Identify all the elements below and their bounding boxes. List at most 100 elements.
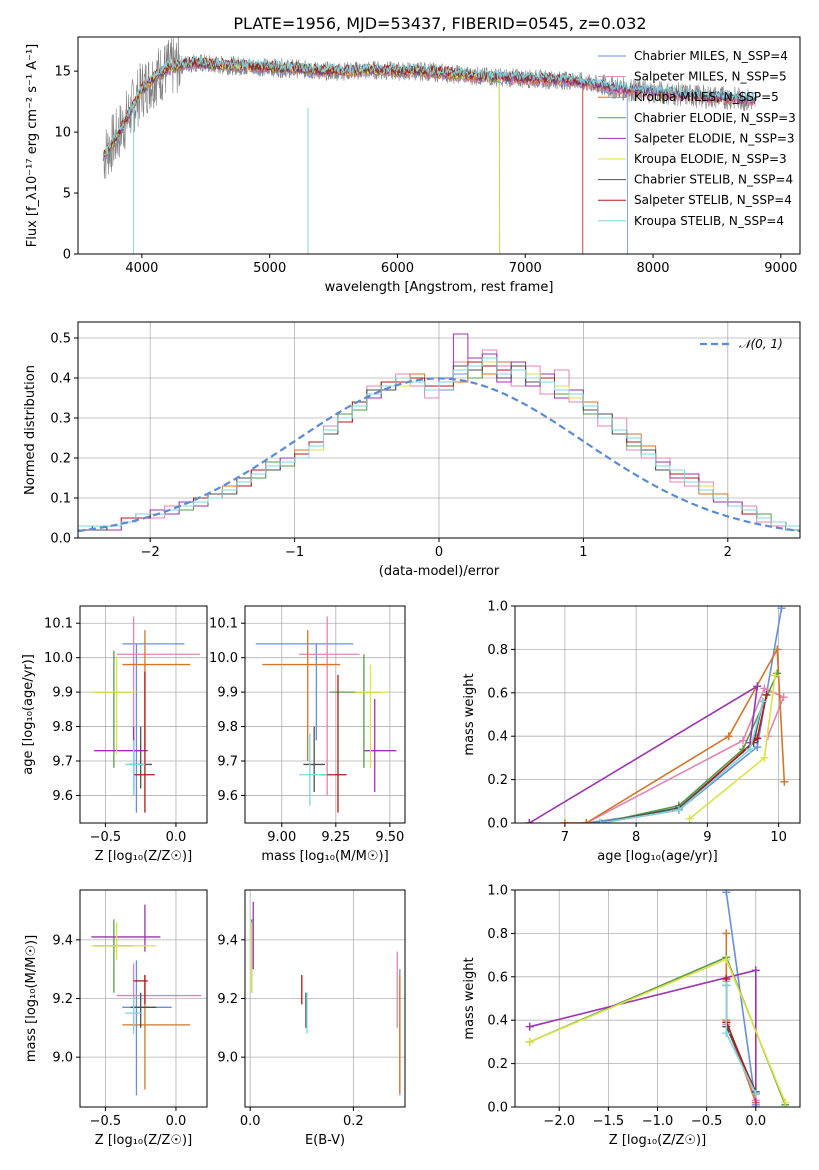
x-tick-label: −2.0: [543, 1114, 575, 1129]
y-tick-label: 9.4: [52, 933, 73, 948]
plus-marker: [525, 1037, 534, 1046]
x-tick-label: 10: [770, 830, 787, 845]
plus-marker: [751, 966, 760, 975]
y-tick-label: 9.7: [52, 755, 73, 770]
axes-frame: [79, 605, 208, 824]
plus-marker: [762, 690, 771, 699]
plus-marker: [722, 981, 731, 990]
plus-marker: [760, 753, 769, 762]
x-tick-label: −0.5: [90, 1114, 122, 1129]
x-axis-label: age [log₁₀(age/yr)]: [597, 849, 718, 864]
x-tick-label: 4000: [125, 261, 158, 276]
plus-marker: [722, 955, 731, 964]
plus-marker: [753, 682, 762, 691]
plot-area-mass_vs_age: [255, 616, 397, 813]
figure-title: PLATE=1956, MJD=53437, FIBERID=0545, z=0…: [233, 14, 646, 33]
y-tick-label: 9.6: [217, 789, 238, 804]
x-axis-label: wavelength [Angstrom, rest frame]: [325, 280, 554, 295]
axes-age_vs_massweight: 7 8 9 10 0.0 0.2 0.4 0.6 0.8 1.0 age [log₁₀(age/yr…: [462, 600, 801, 864]
legend-label: Salpeter STELIB, N_SSP=4: [634, 193, 792, 207]
axes-frame: [244, 605, 406, 824]
y-tick-label: 0.0: [487, 1101, 508, 1116]
y-tick-label: 0.2: [487, 1057, 508, 1072]
legend-label: 𝒩(0, 1): [739, 337, 783, 351]
y-tick-label: 0.6: [487, 970, 508, 985]
x-tick-label: −0.5: [691, 1114, 723, 1129]
x-axis-label: mass [log₁₀(M/M☉)]: [261, 849, 388, 864]
y-tick-label: 10: [54, 126, 71, 141]
y-tick-label: 0.8: [487, 643, 508, 658]
x-tick-label: 0: [435, 545, 443, 560]
x-tick-label: 9: [703, 830, 711, 845]
plus-marker: [773, 645, 782, 654]
plus-marker: [722, 1029, 731, 1038]
x-tick-label: −1: [285, 545, 304, 560]
plus-marker: [781, 1098, 790, 1107]
x-axis-label: E(B-V): [305, 1133, 345, 1148]
y-axis-label: age [log₁₀(age/yr)]: [21, 654, 36, 775]
axes-Z_vs_massweight: −2.0 −1.5 −1.0 −0.5 0.0 0.0 0.2 0.4 0.6 0.8 1.0 Z […: [462, 884, 801, 1148]
model-spectrum-line: [103, 55, 756, 157]
y-tick-label: 5: [63, 187, 71, 202]
y-tick-label: 9.4: [217, 933, 238, 948]
plot-area-Z_vs_massweight: [525, 890, 790, 1107]
plus-marker: [560, 819, 569, 823]
y-axis-label: Flux [f_λ10⁻¹⁷ erg cm⁻² s⁻¹ A⁻¹]: [25, 44, 40, 248]
x-tick-label: −2: [141, 545, 160, 560]
x-tick-label: 9000: [764, 261, 797, 276]
legend-label: Salpeter ELODIE, N_SSP=3: [634, 131, 795, 145]
x-tick-label: 2: [724, 545, 732, 560]
plus-marker: [722, 929, 731, 938]
y-tick-label: 0.1: [50, 492, 71, 507]
plus-marker: [722, 890, 731, 897]
y-tick-label: 10.0: [209, 651, 238, 666]
x-axis-label: Z [log₁₀(Z/Z☉)]: [95, 1133, 192, 1148]
y-axis-label: mass [log₁₀(M/M☉)]: [24, 935, 39, 1062]
x-tick-label: 0.0: [166, 830, 187, 845]
plus-marker: [780, 777, 789, 786]
y-tick-label: 9.2: [217, 992, 238, 1007]
y-tick-label: 15: [54, 65, 71, 80]
x-tick-label: 8000: [636, 261, 669, 276]
axes-Z_vs_age: −0.5 0.0 9.6 9.7 9.8 9.9 10.0 10.1 Z [log₁₀(Z/Z☉…: [21, 605, 208, 864]
axes-Z_vs_mass: −0.5 0.0 9.0 9.2 9.4 Z [log₁₀(Z/Z☉)] mass [log…: [24, 889, 208, 1148]
axes-mass_vs_age: 9.00 9.25 9.50 9.6 9.7 9.8 9.9 10.0 10.1 mass [lo…: [209, 605, 406, 864]
x-tick-label: −0.5: [90, 830, 122, 845]
x-axis-label: (data-model)/error: [379, 564, 500, 579]
axes-spectrum: 4000 5000 6000 7000 8000 9000 0 5 10 15 wavelength…: [25, 36, 801, 295]
y-tick-label: 0.2: [50, 452, 71, 467]
y-tick-label: 0.4: [487, 730, 508, 745]
y-tick-label: 0.6: [487, 686, 508, 701]
legend-label: Chabrier MILES, N_SSP=4: [634, 49, 788, 63]
plus-marker: [777, 606, 786, 613]
plus-marker: [751, 1089, 760, 1098]
y-tick-label: 0.4: [487, 1014, 508, 1029]
y-tick-label: 0.0: [487, 817, 508, 832]
plus-marker: [685, 814, 694, 823]
y-tick-label: 0.2: [487, 773, 508, 788]
y-tick-label: 9.7: [217, 755, 238, 770]
y-tick-label: 9.8: [217, 720, 238, 735]
plot-area-Z_vs_age: [91, 616, 200, 813]
y-axis-label: mass weight: [462, 957, 477, 1039]
plus-marker: [760, 684, 769, 693]
normal-curve-line: [78, 377, 800, 533]
plus-marker: [746, 745, 755, 754]
y-tick-label: 0.3: [50, 412, 71, 427]
plus-marker: [739, 736, 747, 745]
model-spectrum-line: [103, 56, 756, 156]
axes-frame: [514, 605, 801, 824]
x-tick-label: 7000: [509, 261, 542, 276]
y-tick-label: 0.8: [487, 927, 508, 942]
x-axis-label: Z [log₁₀(Z/Z☉)]: [609, 1133, 706, 1148]
plus-marker: [753, 743, 762, 752]
x-tick-label: 9.25: [321, 830, 350, 845]
plus-marker: [724, 732, 733, 741]
residual-histogram: [78, 357, 800, 538]
x-tick-label: 5000: [253, 261, 286, 276]
x-tick-label: 8: [632, 830, 640, 845]
legend: Chabrier MILES, N_SSP=4 Salpeter MILES, N…: [598, 49, 796, 228]
plot-area-age_vs_massweight: [525, 606, 789, 823]
plus-marker: [582, 819, 591, 823]
legend-label: Chabrier ELODIE, N_SSP=3: [634, 111, 796, 125]
